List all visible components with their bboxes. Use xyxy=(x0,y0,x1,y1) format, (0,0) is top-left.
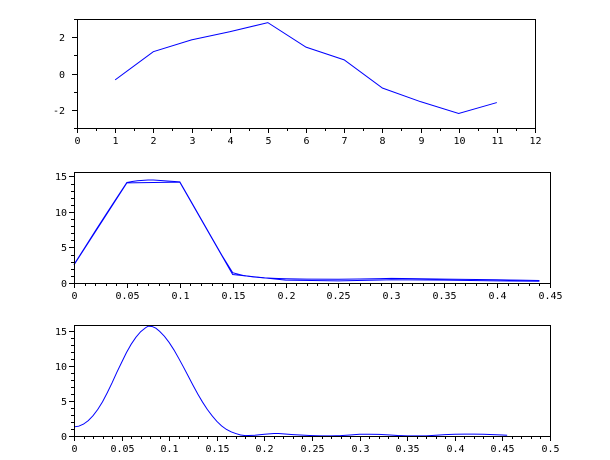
x-tick-label: 0.35 xyxy=(395,444,419,455)
x-tick-label: 2 xyxy=(150,136,156,147)
y-tick-label: 5 xyxy=(61,243,67,254)
y-tick-label: 0 xyxy=(61,432,67,443)
x-tick-label: 0.25 xyxy=(300,444,324,455)
x-tick-label: 5 xyxy=(265,136,271,147)
y-tick-label: 10 xyxy=(55,208,67,219)
x-tick-label: 1 xyxy=(112,136,118,147)
x-tick-label: 12 xyxy=(529,136,541,147)
y-tick-label: 5 xyxy=(61,397,67,408)
x-tick-label: 4 xyxy=(227,136,233,147)
y-tick-label: 2 xyxy=(59,33,65,44)
x-tick-label: 0.3 xyxy=(382,291,400,302)
subplot-top: 0 1 2 3 4 5 6 7 8 9 10 11 12-202 xyxy=(53,19,542,147)
x-tick-label: 0.4 xyxy=(488,291,506,302)
x-tick-label: 0.4 xyxy=(446,444,464,455)
x-tick-label: 6 xyxy=(303,136,309,147)
x-tick-label: 0.1 xyxy=(160,444,178,455)
x-tick-label: 0.45 xyxy=(490,444,514,455)
x-tick-label: 0.2 xyxy=(277,291,295,302)
x-tick-label: 0.35 xyxy=(432,291,456,302)
x-tick-label: 11 xyxy=(491,136,503,147)
y-tick-label: 10 xyxy=(55,362,67,373)
y-tick-label: 0 xyxy=(59,70,65,81)
y-tick-label: 0 xyxy=(61,279,67,290)
y-tick-label: 15 xyxy=(55,172,67,183)
data-line-series-1 xyxy=(73,181,540,282)
data-line-series-1 xyxy=(114,22,497,114)
axis-box xyxy=(77,19,536,129)
y-tick-label: 15 xyxy=(55,327,67,338)
data-line-series-2 xyxy=(73,179,540,282)
x-tick-label: 0.5 xyxy=(541,444,559,455)
x-tick-label: 3 xyxy=(189,136,195,147)
x-tick-label: 0.15 xyxy=(205,444,229,455)
axis-box xyxy=(74,325,551,437)
x-tick-label: 7 xyxy=(341,136,347,147)
x-tick-label: 0 xyxy=(71,291,77,302)
x-tick-label: 0.3 xyxy=(351,444,369,455)
subplot-bottom: 0 0.05 0.1 0.15 0.2 0.25 0.3 0.35 0.4 0.45 0.5 0 5 10… xyxy=(55,325,560,455)
subplot-middle: 0 0.05 0.1 0.15 0.2 0.25 0.3 0.35 0.4 0.45 0 5 10 15 xyxy=(55,172,563,302)
y-tick-label: -2 xyxy=(53,106,65,117)
x-tick-label: 0.25 xyxy=(326,291,350,302)
x-tick-label: 0 xyxy=(74,136,80,147)
x-tick-label: 0.05 xyxy=(115,291,139,302)
x-tick-label: 10 xyxy=(453,136,465,147)
x-tick-label: 0.1 xyxy=(171,291,189,302)
x-tick-label: 0.45 xyxy=(538,291,562,302)
data-line-series-1 xyxy=(73,325,508,437)
x-tick-label: 0 xyxy=(71,444,77,455)
x-tick-label: 0.15 xyxy=(221,291,245,302)
x-tick-label: 0.05 xyxy=(110,444,134,455)
x-tick-label: 8 xyxy=(379,136,385,147)
axis-box xyxy=(74,172,551,284)
x-tick-label: 9 xyxy=(418,136,424,147)
x-tick-label: 0.2 xyxy=(255,444,273,455)
